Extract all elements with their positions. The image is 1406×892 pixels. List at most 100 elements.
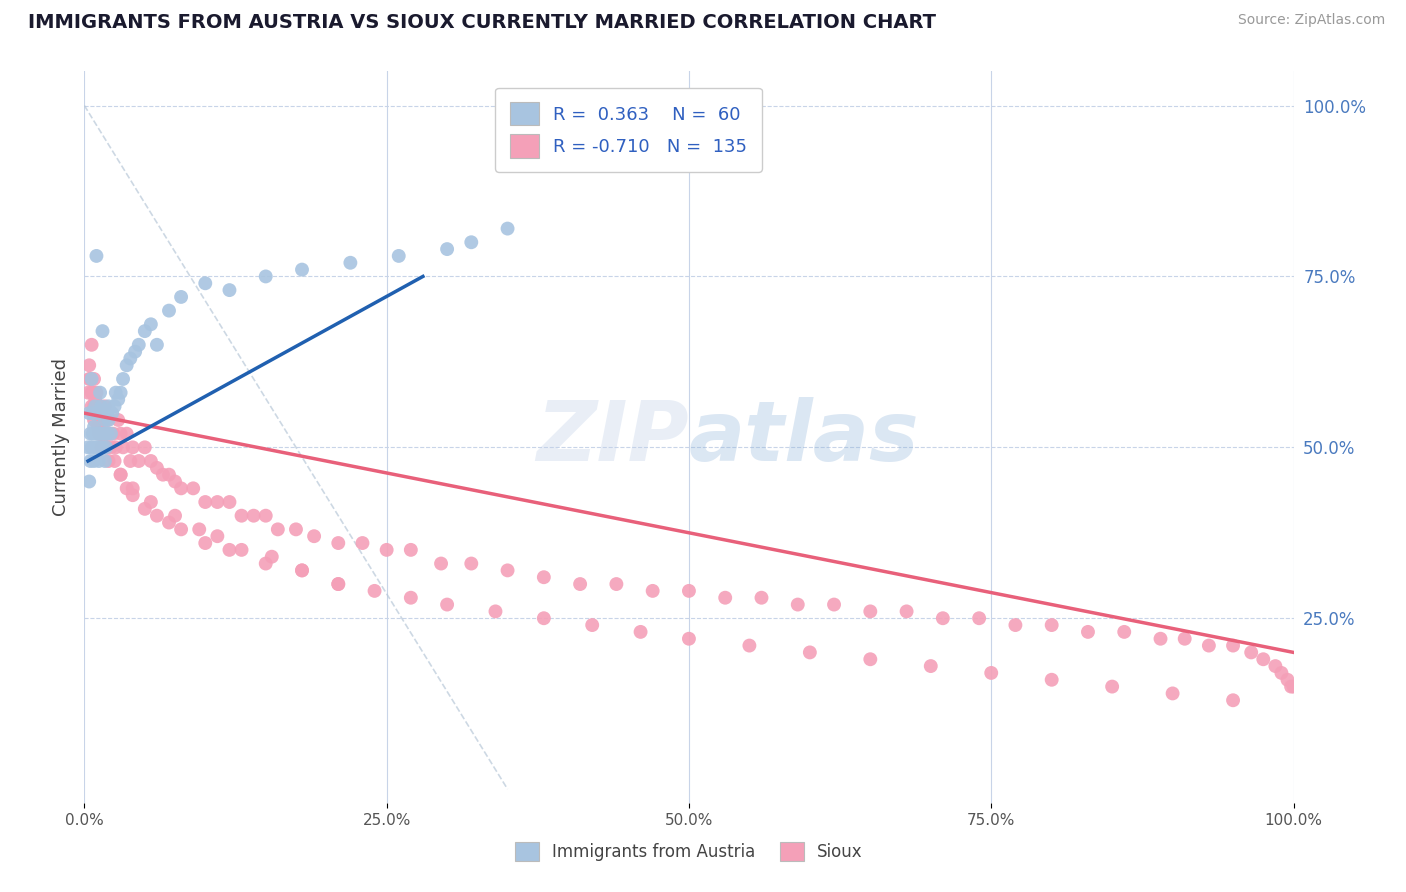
Point — [980, 665, 1002, 680]
Point — [1264, 659, 1286, 673]
Point — [714, 591, 737, 605]
Point — [87, 400, 110, 414]
Point — [1198, 639, 1220, 653]
Point — [80, 400, 103, 414]
Point — [104, 440, 127, 454]
Point — [128, 338, 150, 352]
Point — [93, 426, 115, 441]
Point — [157, 303, 180, 318]
Point — [1077, 624, 1099, 639]
Point — [181, 481, 204, 495]
Point — [302, 529, 325, 543]
Point — [115, 426, 138, 441]
Point — [77, 385, 100, 400]
Point — [97, 426, 120, 441]
Point — [89, 385, 111, 400]
Point — [291, 262, 314, 277]
Point — [1004, 618, 1026, 632]
Point — [86, 440, 108, 454]
Point — [1277, 673, 1299, 687]
Point — [786, 598, 808, 612]
Point — [90, 426, 112, 441]
Point — [112, 372, 135, 386]
Point — [284, 522, 308, 536]
Point — [460, 235, 482, 250]
Point — [83, 400, 105, 414]
Point — [932, 611, 955, 625]
Point — [97, 426, 120, 441]
Point — [1282, 680, 1305, 694]
Point — [152, 467, 174, 482]
Point — [1149, 632, 1171, 646]
Point — [218, 495, 240, 509]
Point — [96, 413, 118, 427]
Point — [1161, 686, 1184, 700]
Point — [920, 659, 942, 673]
Point — [146, 338, 169, 352]
Point — [363, 583, 385, 598]
Point — [799, 645, 821, 659]
Point — [83, 454, 105, 468]
Point — [170, 290, 193, 304]
Point — [165, 508, 187, 523]
Point — [242, 508, 264, 523]
Point — [738, 639, 761, 653]
Point — [87, 454, 110, 468]
Point — [77, 440, 100, 454]
Point — [194, 277, 217, 291]
Point — [104, 454, 127, 468]
Point — [80, 338, 103, 352]
Point — [86, 406, 108, 420]
Point — [82, 426, 104, 441]
Point — [94, 440, 117, 454]
Point — [194, 495, 217, 509]
Point — [641, 583, 664, 598]
Text: atlas: atlas — [689, 397, 920, 477]
Point — [605, 577, 627, 591]
Point — [120, 454, 142, 468]
Point — [1270, 665, 1292, 680]
Point — [1174, 632, 1197, 646]
Point — [823, 598, 845, 612]
Point — [91, 440, 114, 454]
Point — [90, 426, 112, 441]
Point — [79, 372, 101, 386]
Point — [399, 542, 422, 557]
Point — [90, 400, 112, 414]
Point — [96, 426, 118, 441]
Point — [375, 542, 398, 557]
Point — [496, 563, 519, 577]
Point — [110, 385, 132, 400]
Point — [460, 557, 482, 571]
Point — [93, 426, 115, 441]
Point — [194, 536, 217, 550]
Point — [91, 440, 114, 454]
Point — [91, 324, 114, 338]
Point — [1253, 652, 1275, 666]
Point — [231, 542, 253, 557]
Point — [124, 344, 146, 359]
Point — [967, 611, 990, 625]
Point — [82, 385, 104, 400]
Point — [87, 400, 110, 414]
Point — [110, 467, 132, 482]
Point — [86, 249, 108, 263]
Point — [120, 351, 142, 366]
Point — [79, 426, 101, 441]
Point — [103, 426, 125, 441]
Point — [134, 440, 156, 454]
Point — [107, 392, 129, 407]
Point — [678, 632, 700, 646]
Point — [121, 440, 143, 454]
Point — [1114, 624, 1136, 639]
Point — [254, 557, 277, 571]
Point — [436, 242, 458, 256]
Point — [82, 406, 104, 420]
Point — [328, 536, 350, 550]
Point — [260, 549, 283, 564]
Point — [94, 400, 117, 414]
Point — [94, 426, 117, 441]
Point — [328, 577, 350, 591]
Point — [86, 406, 108, 420]
Point — [107, 413, 129, 427]
